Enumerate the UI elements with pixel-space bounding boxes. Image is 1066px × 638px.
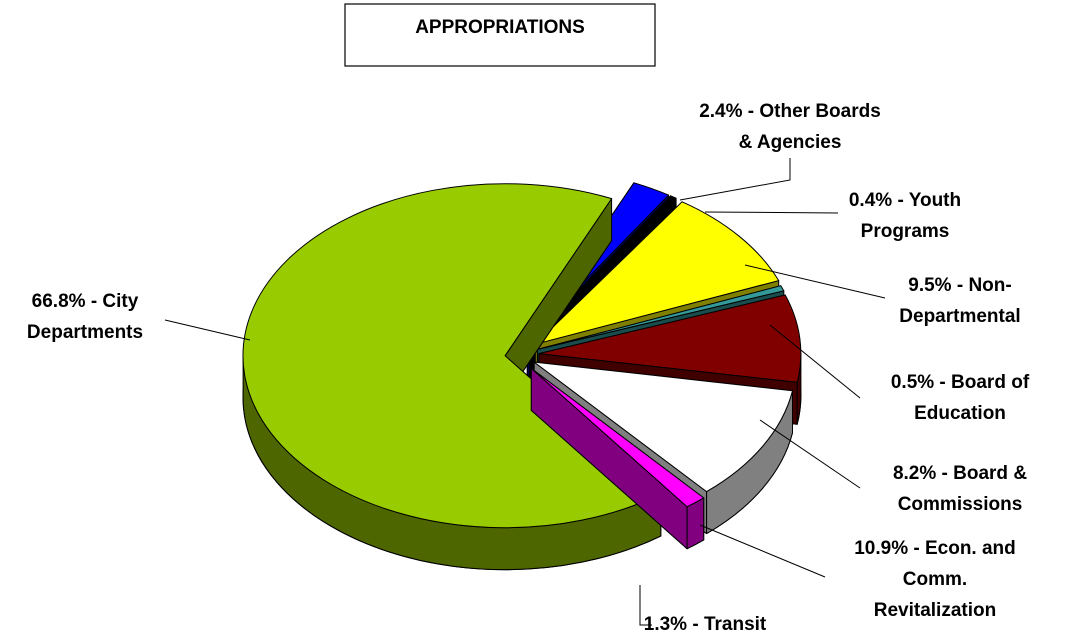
slice <box>242 183 662 529</box>
title-box <box>344 3 656 67</box>
data-label: 66.8% - City <box>32 291 139 312</box>
data-label: Commissions <box>898 494 1023 515</box>
slice <box>533 361 793 493</box>
data-label: 0.5% - Board of <box>891 372 1030 393</box>
data-label: Programs <box>861 221 950 242</box>
leader-line <box>699 524 826 578</box>
data-label: 10.9% - Econ. and <box>854 538 1016 559</box>
leader-line <box>639 585 652 626</box>
data-label: 8.2% - Board & <box>893 463 1027 484</box>
data-label: 0.4% - Youth <box>849 190 961 211</box>
data-label: 9.5% - Non- <box>908 275 1011 296</box>
data-label: & Agencies <box>739 132 842 153</box>
data-label: Departments <box>27 322 143 343</box>
slice <box>538 294 802 383</box>
data-label: Education <box>914 403 1006 424</box>
data-label: 1.3% - Transit <box>644 614 767 635</box>
slice <box>536 285 785 350</box>
data-label: Departmental <box>899 306 1020 327</box>
leader-line <box>704 211 839 214</box>
leader-line <box>744 264 886 299</box>
data-label: Revitalization <box>874 600 996 621</box>
leader-line <box>164 319 251 341</box>
leader-line <box>679 158 791 201</box>
slice <box>530 367 705 508</box>
data-label: 2.4% - Other Boards <box>699 101 881 122</box>
slice <box>534 201 780 345</box>
chart-title: APPROPRIATIONS <box>415 17 585 38</box>
leader-line <box>769 324 861 399</box>
leader-line <box>759 419 861 489</box>
data-label: Comm. <box>903 569 967 590</box>
